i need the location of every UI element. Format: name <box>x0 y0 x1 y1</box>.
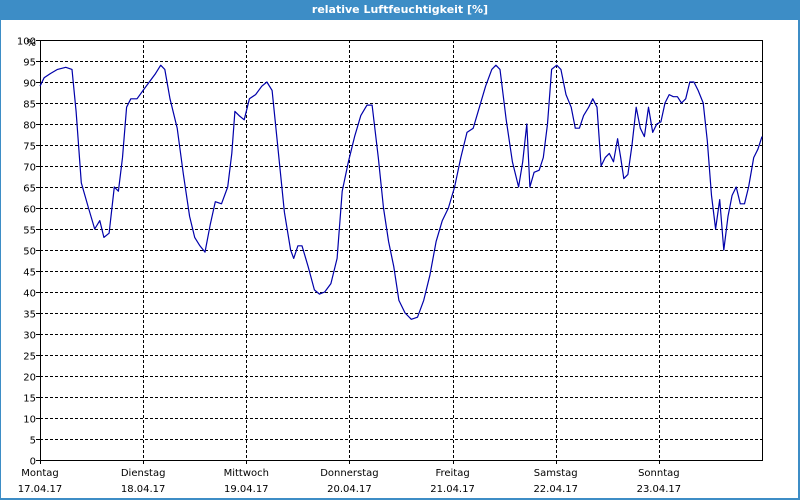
y-tick-label: 85 <box>23 100 36 111</box>
series-layer <box>39 64 763 320</box>
y-tick-label: 45 <box>23 268 36 279</box>
x-tick-date-label: 19.04.17 <box>224 484 269 495</box>
x-tick-date-label: 22.04.17 <box>533 484 578 495</box>
x-tick-date-label: 17.04.17 <box>18 484 63 495</box>
y-tick-label: 60 <box>23 205 36 216</box>
plot-area-border <box>40 40 763 461</box>
x-tick-day-label: Sonntag <box>638 468 680 479</box>
x-tick-date-label: 18.04.17 <box>121 484 166 495</box>
y-tick-label: 25 <box>23 352 36 363</box>
y-tick-label: 55 <box>23 226 36 237</box>
y-tick-label: 70 <box>23 163 36 174</box>
y-tick-label: 20 <box>23 373 36 384</box>
y-tick-label: 30 <box>23 331 36 342</box>
x-tick-day-label: Donnerstag <box>320 468 378 479</box>
y-tick-label: 95 <box>23 58 36 69</box>
humidity-series-line <box>39 64 763 320</box>
x-tick-date-label: 20.04.17 <box>327 484 372 495</box>
x-tick-date-label: 23.04.17 <box>637 484 682 495</box>
y-tick-label: 75 <box>23 142 36 153</box>
y-tick-label: 0 <box>30 457 36 468</box>
x-tick-day-label: Samstag <box>534 468 578 479</box>
window-frame-left <box>0 20 1 500</box>
y-tick-label: 90 <box>23 79 36 90</box>
axes-layer <box>36 40 763 464</box>
y-axis-unit-label: % <box>26 38 36 49</box>
x-tick-date-label: 21.04.17 <box>430 484 475 495</box>
x-tick-day-label: Mittwoch <box>224 468 269 479</box>
y-tick-label: 5 <box>30 436 36 447</box>
window-frame-right <box>798 20 800 500</box>
y-tick-label: 10 <box>23 415 36 426</box>
y-tick-label: 80 <box>23 121 36 132</box>
y-tick-label: 35 <box>23 310 36 321</box>
humidity-line-chart: 0 5 10 15 20 25 30 35 40 45 50 55 60 65 70 75 80 85 90 95 10… <box>17 37 763 496</box>
grid-layer <box>40 40 762 460</box>
y-tick-label: 40 <box>23 289 36 300</box>
chart-title: relative Luftfeuchtigkeit [%] <box>0 0 800 20</box>
y-tick-label: 100 <box>17 37 36 48</box>
x-tick-day-label: Montag <box>21 468 58 479</box>
x-tick-day-label: Dienstag <box>121 468 166 479</box>
labels-layer: 0 5 10 15 20 25 30 35 40 45 50 55 60 65 70 75 80 85 90 95 10… <box>17 37 681 496</box>
y-tick-label: 50 <box>23 247 36 258</box>
y-tick-label: 15 <box>23 394 36 405</box>
x-tick-day-label: Freitag <box>435 468 469 479</box>
window-frame-bottom <box>0 498 800 500</box>
y-tick-label: 65 <box>23 184 36 195</box>
